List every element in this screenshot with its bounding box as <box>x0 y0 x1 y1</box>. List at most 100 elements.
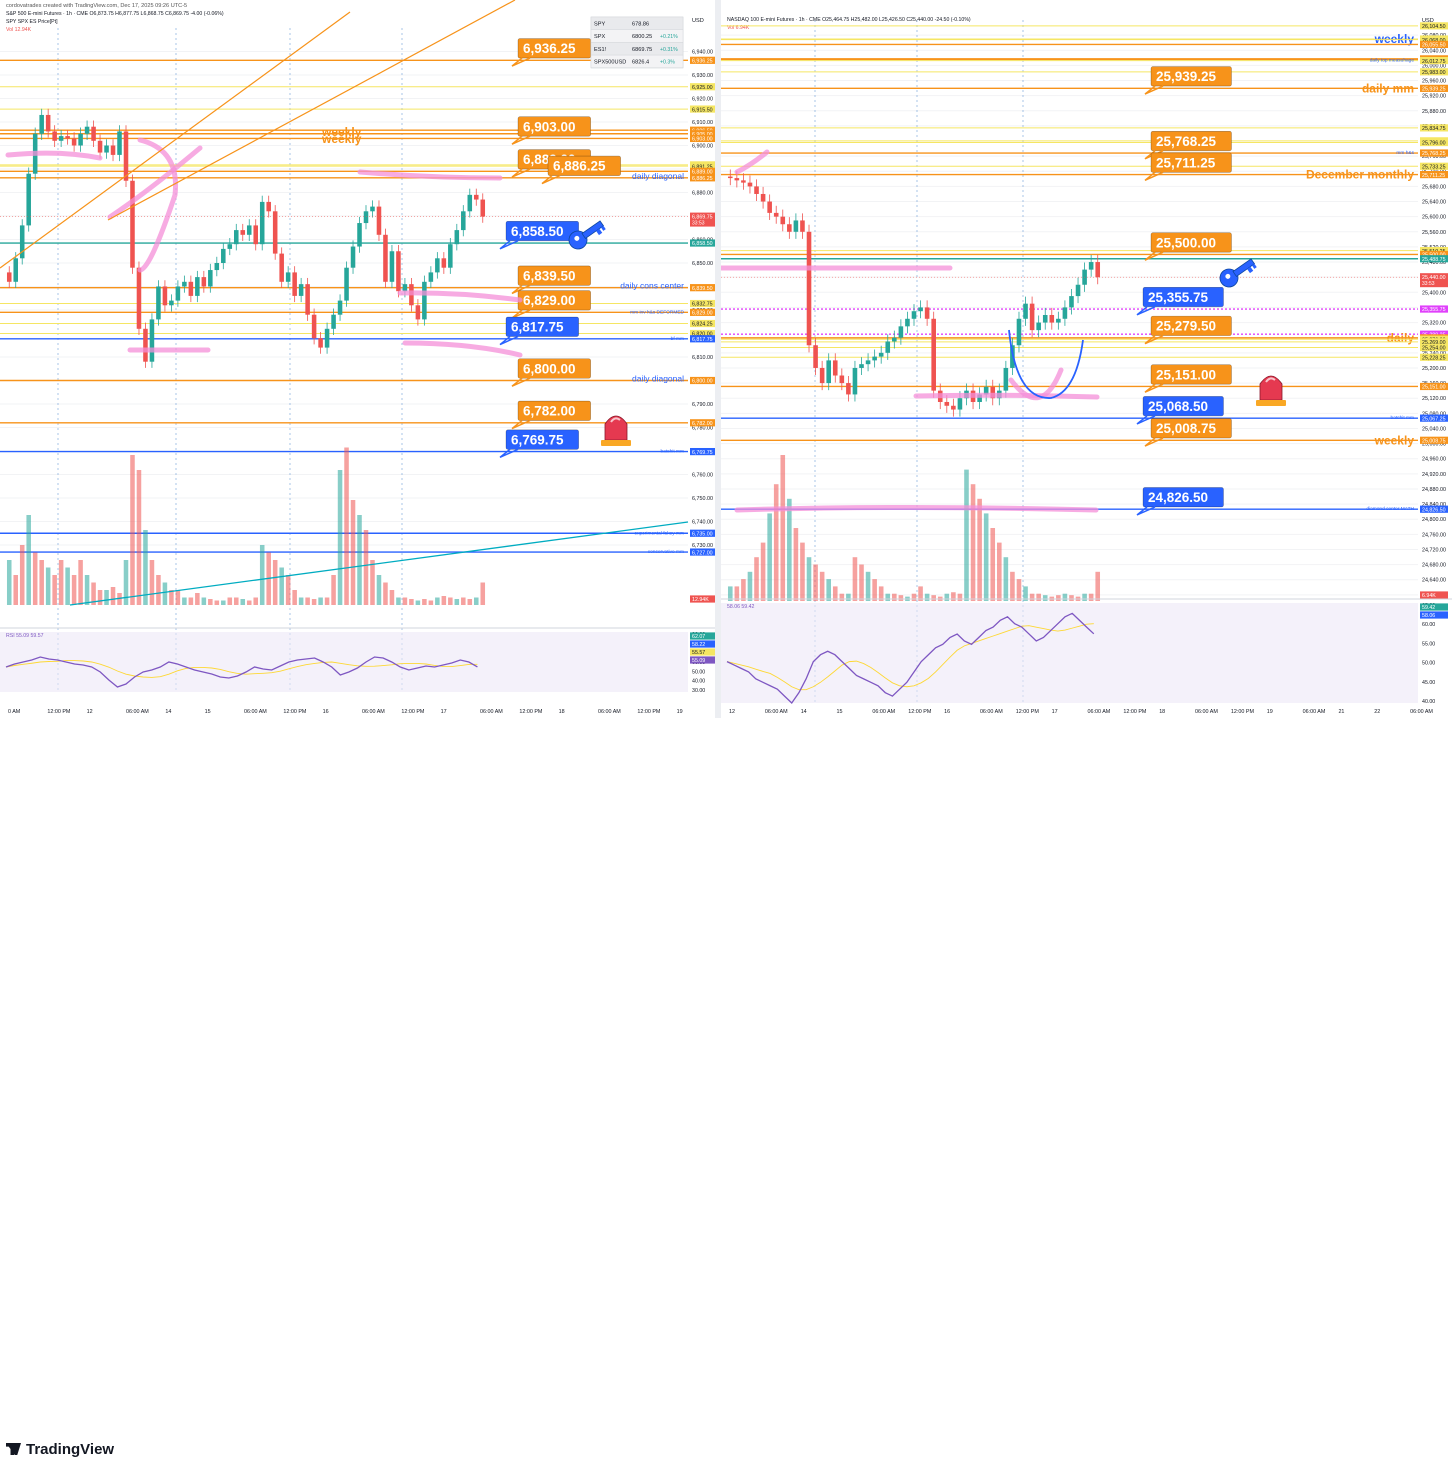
level-tag: diamond center MATH <box>1366 506 1414 512</box>
spx-futures-chart[interactable]: 6,940.00 6,930.00 6,920.00 6,910.00 6,900.00… <box>0 0 715 718</box>
watchlist-symbol: ES1! <box>594 47 607 53</box>
candle-body <box>221 248 226 263</box>
volume-bar <box>188 597 194 605</box>
candle-body <box>944 401 950 406</box>
volume-bar <box>793 528 799 601</box>
key-icon <box>1219 258 1257 288</box>
currency-label: USD <box>692 18 704 24</box>
axis-price-tag <box>1420 149 1448 157</box>
candle-body <box>435 258 440 273</box>
candle-body <box>480 199 486 217</box>
axis-price-tag <box>690 329 715 338</box>
price-bubble[interactable] <box>505 316 579 337</box>
volume-bar <box>311 599 317 605</box>
volume-bar <box>780 455 786 601</box>
price-bubble[interactable] <box>1142 487 1224 508</box>
price-bubble[interactable] <box>505 429 579 450</box>
axis-price-tag <box>1420 255 1448 263</box>
price-bubble[interactable] <box>1150 364 1232 385</box>
price-bubble[interactable] <box>1150 66 1232 87</box>
price-bubble[interactable] <box>1150 232 1232 253</box>
volume-bar <box>454 599 460 605</box>
rsi-line <box>5 656 478 688</box>
y-tick-label: 25,960.00 <box>1422 79 1446 85</box>
volume-bar <box>240 599 246 605</box>
candle-body <box>104 145 109 153</box>
axis-price-tag-text: 24,826.50 <box>1422 507 1446 513</box>
price-bubble[interactable] <box>517 400 591 421</box>
volume-bar <box>143 530 148 605</box>
volume-bar <box>363 530 369 605</box>
x-tick-label: 06:00 AM <box>1088 709 1111 715</box>
annotation-text: weekly <box>321 125 362 139</box>
candle-body <box>402 284 408 292</box>
x-tick-label: 06:00 AM <box>872 709 895 715</box>
volume-bar <box>19 545 25 605</box>
level-tag: weekly <box>1374 433 1415 447</box>
y-tick-label: 24,960.00 <box>1422 457 1446 463</box>
volume-bar <box>846 593 851 601</box>
price-bubble[interactable] <box>1150 130 1232 152</box>
price-bubble[interactable] <box>1150 418 1232 439</box>
bubble-pointer <box>1144 251 1164 261</box>
volume-bar <box>1088 593 1094 601</box>
candle-body <box>428 272 434 282</box>
nasdaq-futures-chart[interactable]: 26,080.0026,040.0026,000.0025,960.0025,9… <box>721 0 1456 718</box>
candle-body <box>169 300 174 306</box>
price-bubble[interactable] <box>517 38 591 59</box>
rsi-tick-label: 45.00 <box>1422 680 1435 686</box>
price-bubble[interactable] <box>1150 152 1232 173</box>
axis-price-tag-text: 26,104.50 <box>1422 24 1446 30</box>
volume-bar <box>951 592 956 601</box>
x-tick-label: 06:00 AM <box>1410 709 1433 715</box>
candle-body <box>865 360 871 365</box>
candle-body <box>110 145 116 155</box>
price-bubble-text: 6,858.50 <box>511 224 564 239</box>
y-tick-label: 6,940.00 <box>692 50 713 56</box>
level-tag: daily <box>1387 331 1415 345</box>
price-bubble[interactable] <box>517 358 591 379</box>
candle-body <box>1016 318 1022 346</box>
price-bubble[interactable] <box>547 155 621 176</box>
watchlist-price: 6826.4 <box>632 60 649 66</box>
key-tooth <box>601 225 606 231</box>
y-tick-label: 25,680.00 <box>1422 184 1446 190</box>
volume-bar <box>389 590 395 605</box>
candle-body <box>441 258 447 268</box>
price-bubble[interactable] <box>1150 315 1232 336</box>
volume-bar <box>918 586 923 601</box>
price-bubble[interactable] <box>1142 396 1224 417</box>
volume-bar <box>441 596 447 605</box>
volume-bar <box>357 515 362 605</box>
candle-body <box>279 253 284 282</box>
price-bubble[interactable] <box>517 265 591 286</box>
axis-price-tag-text: 12.94K <box>692 597 709 603</box>
y-tick-label: 25,320.00 <box>1422 321 1446 327</box>
volume-bar <box>741 579 746 601</box>
candle-body <box>454 230 460 245</box>
x-tick-label: 06:00 AM <box>244 709 267 715</box>
price-bubble[interactable] <box>517 116 591 137</box>
y-tick-label: 25,560.00 <box>1422 230 1446 236</box>
candle-body <box>357 223 362 247</box>
rsi-band <box>721 603 1418 703</box>
x-tick-label: 06:00 AM <box>480 709 503 715</box>
pane-divider[interactable] <box>715 0 721 746</box>
axis-price-tag <box>690 648 715 656</box>
volume-bar <box>1003 557 1009 601</box>
volume-bar <box>324 597 330 605</box>
x-tick-label: 17 <box>441 709 447 715</box>
price-bubble-text: 6,936.25 <box>523 41 576 56</box>
key-hole <box>574 235 580 241</box>
highlighter-stroke <box>107 145 203 220</box>
watchlist-table[interactable]: SPY 678.86 SPX 6800.25 +0.21% ES1! 6869.75 +0.3… <box>590 16 684 69</box>
candle-body <box>6 272 12 282</box>
candle-body <box>214 263 220 271</box>
candle-body <box>898 326 904 338</box>
price-bubble[interactable] <box>1142 286 1224 308</box>
x-tick-label: 15 <box>205 709 211 715</box>
watchlist-row[interactable] <box>590 54 684 68</box>
bubble-pointer <box>541 174 561 185</box>
tradingview-logo[interactable]: TradingView <box>6 1441 114 1458</box>
